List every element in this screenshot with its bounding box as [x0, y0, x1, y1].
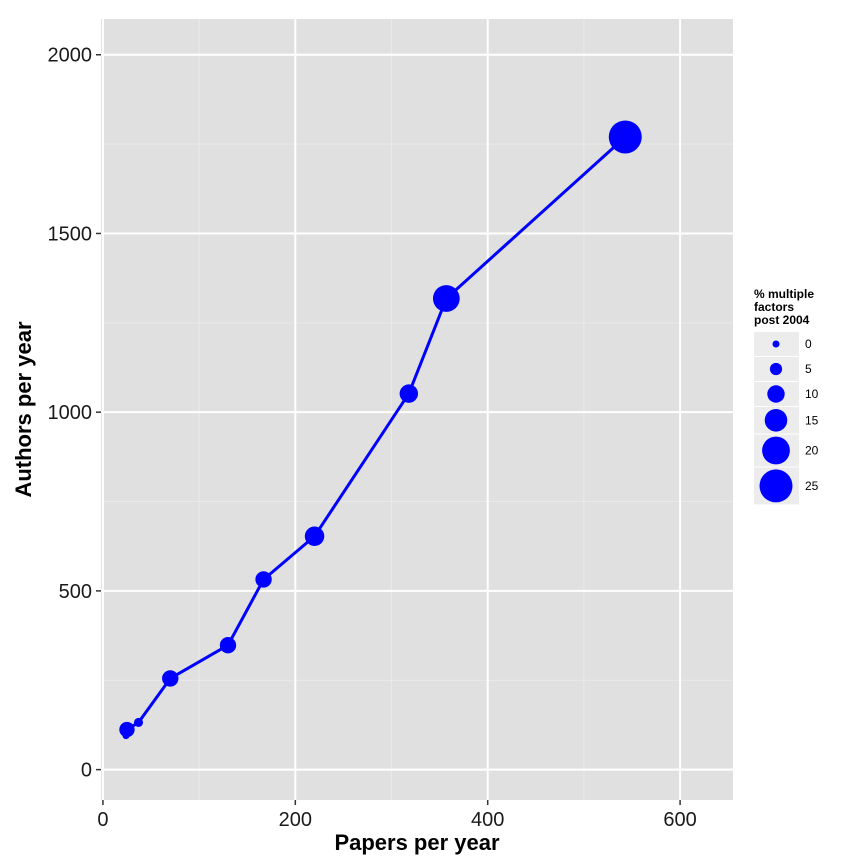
- data-point: [304, 526, 325, 546]
- x-axis-title: Papers per year: [334, 830, 500, 855]
- y-tick-label: 2000: [48, 45, 93, 67]
- data-point: [219, 637, 237, 654]
- legend-label: 25: [805, 479, 819, 493]
- data-point: [162, 670, 179, 687]
- legend-label: 20: [805, 444, 819, 458]
- data-point: [119, 721, 135, 738]
- legend-key-bubble: [762, 436, 790, 465]
- y-tick-label: 500: [59, 581, 92, 603]
- data-points: [119, 120, 642, 740]
- legend-label: 15: [805, 413, 819, 427]
- legend-title: % multiple: [754, 287, 814, 301]
- y-tick-label: 1000: [48, 402, 93, 424]
- x-tick-label: 0: [97, 809, 108, 831]
- legend-key-bubble: [759, 469, 793, 503]
- legend-label: 0: [805, 337, 812, 351]
- data-point: [608, 120, 642, 154]
- legend-title: factors: [754, 300, 794, 314]
- legend-label: 10: [805, 387, 819, 401]
- x-tick-label: 600: [663, 809, 696, 831]
- series-layer: [119, 120, 642, 740]
- legend-key-bubble: [767, 385, 785, 403]
- axes: 0 200 400 600 0 500 1000 1500 2000: [48, 45, 697, 831]
- y-axis-title: Authors per year: [11, 321, 36, 497]
- major-gridlines: [101, 19, 733, 800]
- data-point: [399, 384, 419, 403]
- legend-key-bubble: [769, 362, 783, 376]
- data-point: [255, 571, 272, 588]
- y-tick-label: 1500: [48, 223, 93, 245]
- legend-key-bubble: [764, 409, 788, 432]
- y-tick-label: 0: [81, 760, 92, 782]
- data-point: [133, 717, 144, 727]
- legend-title: post 2004: [754, 313, 810, 327]
- legend-label: 5: [805, 362, 812, 376]
- x-tick-label: 400: [471, 809, 504, 831]
- data-point: [432, 285, 460, 312]
- legend-key-bubble: [772, 340, 780, 348]
- x-tick-label: 200: [279, 809, 312, 831]
